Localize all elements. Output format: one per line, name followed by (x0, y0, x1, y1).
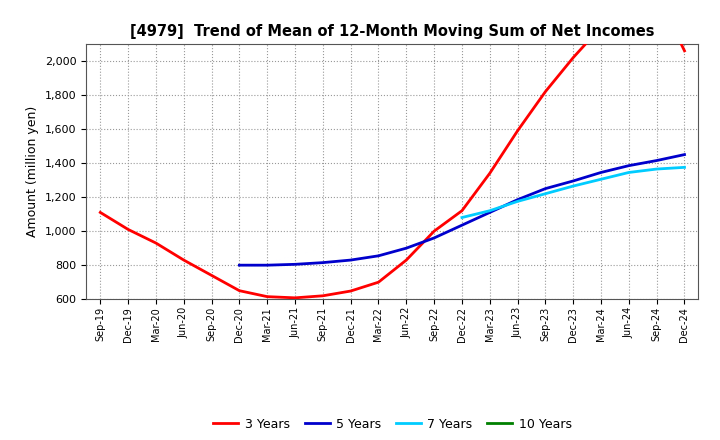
3 Years (152, 240, 161, 246)
7 Years (458, 215, 467, 220)
5 Years (263, 263, 271, 268)
3 Years (458, 208, 467, 213)
7 Years (569, 183, 577, 189)
3 Years (179, 257, 188, 263)
5 Years (597, 170, 606, 175)
7 Years (485, 208, 494, 213)
5 Years (318, 260, 327, 265)
5 Years (235, 263, 243, 268)
3 Years (430, 228, 438, 234)
5 Years (430, 235, 438, 241)
3 Years (485, 171, 494, 176)
7 Years (624, 170, 633, 175)
3 Years (597, 24, 606, 29)
Y-axis label: Amount (million yen): Amount (million yen) (27, 106, 40, 237)
7 Years (652, 166, 661, 172)
3 Years (569, 55, 577, 60)
5 Years (485, 210, 494, 215)
5 Years (346, 257, 355, 263)
5 Years (513, 197, 522, 202)
3 Years (124, 227, 132, 232)
5 Years (624, 163, 633, 168)
7 Years (597, 176, 606, 182)
3 Years (207, 273, 216, 278)
3 Years (374, 279, 383, 285)
3 Years (235, 288, 243, 293)
3 Years (624, 2, 633, 7)
3 Years (513, 128, 522, 133)
Line: 5 Years: 5 Years (239, 154, 685, 265)
3 Years (291, 295, 300, 301)
3 Years (346, 288, 355, 293)
7 Years (680, 165, 689, 170)
Title: [4979]  Trend of Mean of 12-Month Moving Sum of Net Incomes: [4979] Trend of Mean of 12-Month Moving … (130, 24, 654, 39)
5 Years (374, 253, 383, 258)
3 Years (96, 210, 104, 215)
3 Years (541, 89, 550, 94)
5 Years (652, 158, 661, 163)
5 Years (291, 262, 300, 267)
5 Years (458, 223, 467, 228)
3 Years (402, 257, 410, 263)
3 Years (680, 48, 689, 53)
5 Years (569, 178, 577, 183)
3 Years (318, 293, 327, 298)
5 Years (402, 246, 410, 251)
5 Years (680, 152, 689, 157)
7 Years (513, 199, 522, 204)
7 Years (541, 191, 550, 196)
Legend: 3 Years, 5 Years, 7 Years, 10 Years: 3 Years, 5 Years, 7 Years, 10 Years (208, 413, 577, 436)
Line: 7 Years: 7 Years (462, 167, 685, 217)
3 Years (263, 294, 271, 299)
5 Years (541, 186, 550, 191)
Line: 3 Years: 3 Years (100, 0, 685, 298)
